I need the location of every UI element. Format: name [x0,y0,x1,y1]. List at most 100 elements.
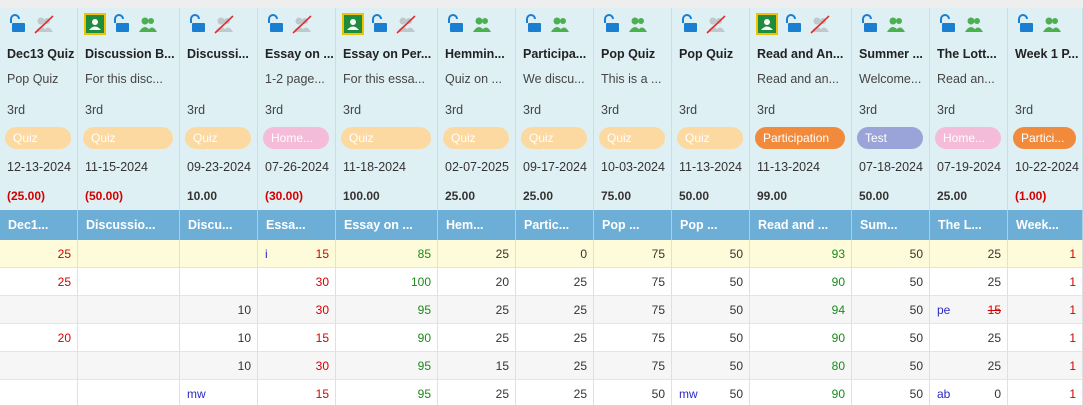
icon[interactable] [110,13,132,37]
column-header[interactable]: Pop Quiz This is a ... 3rd Quiz 10-03-2024 75… [594,8,672,210]
grade-cell[interactable]: 30 [258,296,336,324]
column-short-name[interactable]: Discu... [180,210,258,240]
column-header[interactable]: Participa... We discu... 3rd Quiz 09-17-2024… [516,8,594,210]
grade-cell[interactable]: 50 [852,380,930,405]
grade-cell[interactable]: 25 [516,380,594,405]
grade-cell[interactable]: 50 [852,296,930,324]
column-short-name[interactable]: Sum... [852,210,930,240]
icon[interactable] [884,13,908,37]
grade-cell[interactable]: 50 [672,324,750,352]
grade-cell[interactable]: 15 [438,352,516,380]
icon[interactable] [678,13,700,37]
column-short-name[interactable]: The L... [930,210,1008,240]
grade-cell[interactable]: 30 [258,268,336,296]
grade-cell[interactable]: 25 [930,352,1008,380]
grade-cell[interactable]: 50 [852,240,930,268]
grade-cell[interactable]: 25 [438,296,516,324]
grade-cell[interactable] [0,380,78,405]
grade-cell[interactable]: 1 [1008,296,1083,324]
column-short-name[interactable]: Essay on ... [336,210,438,240]
grade-cell[interactable]: 25 [438,380,516,405]
column-header[interactable]: Summer ... Welcome... 3rd Test 07-18-2024 50.… [852,8,930,210]
icon[interactable] [1014,13,1036,37]
grade-cell[interactable]: 1 [1008,240,1083,268]
grade-cell[interactable]: 1 [1008,352,1083,380]
icon[interactable] [368,13,390,37]
grade-cell[interactable]: 1 [1008,380,1083,405]
grade-cell[interactable] [78,268,180,296]
column-header[interactable]: Discussion B... For this disc... 3rd Quiz 11… [78,8,180,210]
grade-cell[interactable]: 25 [516,296,594,324]
icon[interactable] [936,13,958,37]
column-header[interactable]: The Lott... Read an... 3rd Home... 07-19-202… [930,8,1008,210]
icon[interactable] [548,13,572,37]
icon[interactable] [264,13,286,37]
grade-cell[interactable]: 25 [516,324,594,352]
icon[interactable] [290,13,314,37]
column-header[interactable]: Discussi... 3rd Quiz 09-23-2024 10.00 [180,8,258,210]
grade-cell[interactable]: 25 [516,352,594,380]
grade-cell[interactable]: 90 [750,268,852,296]
grade-cell[interactable]: ab 0 [930,380,1008,405]
column-short-name[interactable]: Week... [1008,210,1083,240]
icon[interactable] [858,13,880,37]
grade-cell[interactable]: 0 [516,240,594,268]
grade-cell[interactable]: 25 [930,324,1008,352]
grade-cell[interactable]: 75 [594,352,672,380]
column-header[interactable]: Hemmin... Quiz on ... 3rd Quiz 02-07-2025 25.… [438,8,516,210]
icon[interactable] [626,13,650,37]
icon[interactable] [186,13,208,37]
grade-cell[interactable]: 25 [438,240,516,268]
grade-cell[interactable] [180,268,258,296]
grade-cell[interactable]: 90 [750,324,852,352]
grade-cell[interactable]: 95 [336,296,438,324]
grade-cell[interactable]: 25 [516,268,594,296]
grade-cell[interactable]: 80 [750,352,852,380]
icon[interactable] [600,13,622,37]
column-short-name[interactable]: Discussio... [78,210,180,240]
grade-cell[interactable]: 75 [594,240,672,268]
grade-cell[interactable]: 25 [0,268,78,296]
grade-cell[interactable] [78,324,180,352]
column-header[interactable]: Dec13 Quiz Pop Quiz 3rd Quiz 12-13-2024 (25.0… [0,8,78,210]
column-short-name[interactable]: Read and ... [750,210,852,240]
grade-cell[interactable]: 95 [336,380,438,405]
grade-cell[interactable] [78,240,180,268]
column-short-name[interactable]: Partic... [516,210,594,240]
grade-cell[interactable]: 30 [258,352,336,380]
icon[interactable] [522,13,544,37]
icon[interactable] [6,13,28,37]
grade-cell[interactable]: 100 [336,268,438,296]
grade-cell[interactable]: 50 [672,240,750,268]
grade-cell[interactable]: 10 [180,296,258,324]
grade-cell[interactable]: i 15 [258,240,336,268]
grade-cell[interactable]: 50 [852,324,930,352]
icon[interactable] [84,13,106,37]
icon[interactable] [782,13,804,37]
grade-cell[interactable]: 50 [672,352,750,380]
icon[interactable] [470,13,494,37]
grade-cell[interactable] [0,296,78,324]
icon[interactable] [212,13,236,37]
grade-cell[interactable]: 1 [1008,268,1083,296]
column-header[interactable]: Read and An... Read and an... 3rd Participa… [750,8,852,210]
grade-cell[interactable]: 93 [750,240,852,268]
icon[interactable] [394,13,418,37]
grade-cell[interactable]: 94 [750,296,852,324]
icon[interactable] [962,13,986,37]
grade-cell[interactable]: 20 [0,324,78,352]
column-short-name[interactable]: Essa... [258,210,336,240]
column-header[interactable]: Essay on ... 1-2 page... 3rd Home... 07-26-2… [258,8,336,210]
grade-cell[interactable] [78,296,180,324]
column-short-name[interactable]: Pop ... [672,210,750,240]
icon[interactable] [136,13,160,37]
column-header[interactable]: Pop Quiz 3rd Quiz 11-13-2024 50.00 [672,8,750,210]
column-short-name[interactable]: Hem... [438,210,516,240]
grade-cell[interactable]: 90 [750,380,852,405]
grade-cell[interactable]: 50 [852,268,930,296]
grade-cell[interactable]: 15 [258,324,336,352]
grade-cell[interactable]: 25 [930,240,1008,268]
icon[interactable] [444,13,466,37]
column-header[interactable]: Week 1 P... 3rd Partici... 10-22-2024 (1.00) [1008,8,1083,210]
grade-cell[interactable]: 10 [180,352,258,380]
